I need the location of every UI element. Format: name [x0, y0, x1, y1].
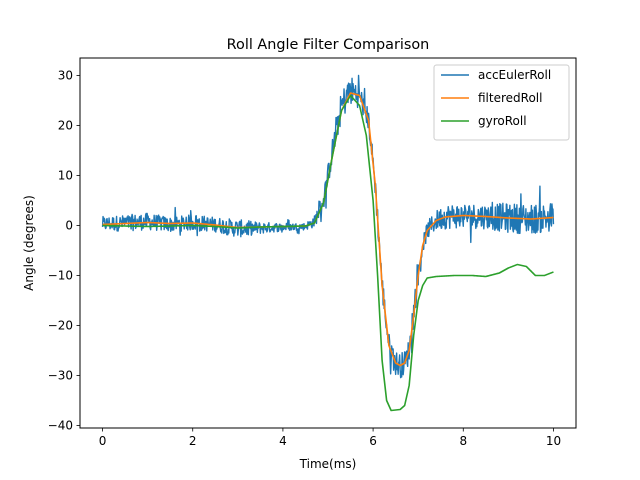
y-tick-label: −40 [48, 419, 73, 433]
x-tick-label: 10 [546, 434, 561, 448]
legend-label: gyroRoll [478, 114, 527, 128]
legend-label: filteredRoll [478, 91, 542, 105]
y-tick-label: 10 [58, 169, 73, 183]
y-tick-label: 30 [58, 69, 73, 83]
y-tick-label: 20 [58, 119, 73, 133]
series-line-gyroRoll [102, 94, 554, 412]
chart-title: Roll Angle Filter Comparison [227, 37, 430, 53]
plot-area [101, 74, 555, 412]
axis-ticks: 0 2 4 6 8 10 −40 −30 −20 −10 0 10 20 30 [48, 69, 561, 449]
axes-frame [79, 57, 577, 429]
y-tick-label: −30 [48, 369, 73, 383]
x-tick-label: 8 [459, 434, 467, 448]
y-tick-label: −10 [48, 269, 73, 283]
x-tick-label: 2 [189, 434, 197, 448]
x-axis-label: Time(ms) [299, 457, 357, 471]
x-tick-label: 6 [369, 434, 377, 448]
y-tick-label: 0 [65, 219, 73, 233]
x-tick-label: 4 [279, 434, 287, 448]
legend-label: accEulerRoll [478, 68, 551, 82]
y-axis-label: Angle (degrees) [22, 195, 36, 291]
x-tick-label: 0 [99, 434, 107, 448]
y-tick-label: −20 [48, 319, 73, 333]
legend: accEulerRoll filteredRoll gyroRoll [433, 64, 570, 141]
series-line-accEulerRoll [101, 74, 555, 379]
